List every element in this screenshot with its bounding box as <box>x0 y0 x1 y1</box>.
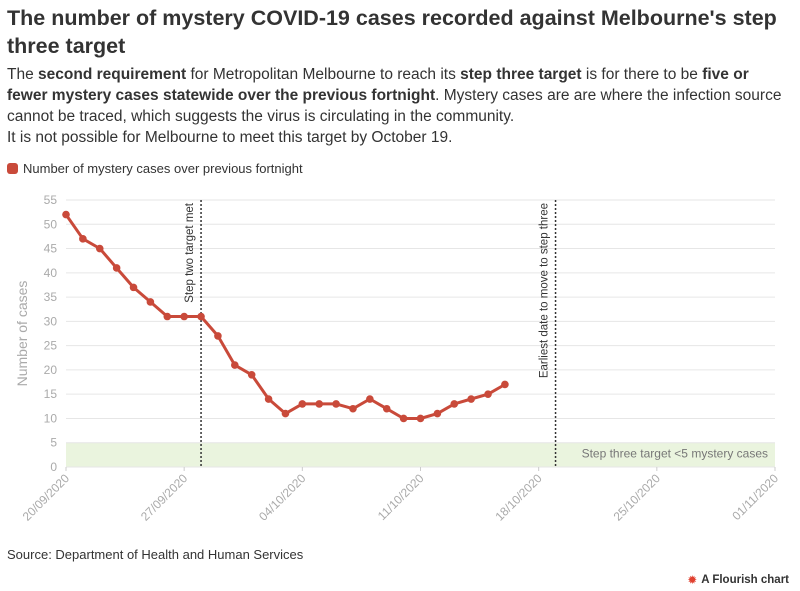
legend[interactable]: Number of mystery cases over previous fo… <box>7 161 303 176</box>
data-points[interactable] <box>62 210 509 423</box>
annotations: Step two target met Earliest date to move… <box>184 200 557 467</box>
chart-subtitle: The second requirement for Metropolitan … <box>7 64 792 148</box>
subtitle-bold-text: second requirement <box>38 66 187 83</box>
subtitle-text: for Metropolitan Melbourne to reach its <box>186 66 461 83</box>
data-point[interactable] <box>298 400 307 408</box>
subtitle-bold-text: five or fewer mystery cases statewide ov… <box>7 66 749 104</box>
x-tick-label: 27/09/2020 <box>138 471 191 524</box>
y-tick-label: 40 <box>44 266 58 280</box>
data-point[interactable] <box>231 361 239 369</box>
subtitle-bold-text: step three target <box>460 66 582 83</box>
data-point[interactable] <box>247 370 256 379</box>
flourish-label: A Flourish chart <box>701 574 789 586</box>
data-point[interactable] <box>433 409 442 418</box>
y-axis-label: Number of cases <box>14 281 30 387</box>
source-note: Source: Department of Health and Human S… <box>7 547 304 562</box>
series-line <box>64 213 506 420</box>
gridlines <box>66 199 775 468</box>
data-point[interactable] <box>467 395 475 403</box>
y-tick-label: 35 <box>44 290 58 304</box>
y-tick-label: 30 <box>44 314 58 328</box>
y-tick-label: 45 <box>44 242 58 256</box>
data-point[interactable] <box>146 298 155 306</box>
legend-label: Number of mystery cases over previous fo… <box>23 161 303 176</box>
data-point[interactable] <box>95 244 104 253</box>
subtitle-text: . Mystery cases are are where the infect… <box>7 87 782 125</box>
data-point[interactable] <box>163 312 172 321</box>
data-point[interactable] <box>79 235 87 243</box>
subtitle-note: It is not possible for Melbourne to meet… <box>7 129 453 146</box>
data-point[interactable] <box>366 395 374 403</box>
data-point[interactable] <box>332 400 340 408</box>
band-label: Step three target <5 mystery cases <box>582 447 768 461</box>
data-point[interactable] <box>349 404 357 413</box>
data-point[interactable] <box>501 380 509 389</box>
data-point[interactable] <box>399 414 408 423</box>
x-tick-label: 20/09/2020 <box>20 471 73 524</box>
data-point[interactable] <box>484 390 492 398</box>
data-point[interactable] <box>281 409 290 418</box>
target-band <box>66 442 775 467</box>
subtitle-text: is for there to be <box>581 66 703 83</box>
x-tick-label: 18/10/2020 <box>492 471 545 524</box>
data-point[interactable] <box>315 400 324 408</box>
data-point[interactable] <box>450 400 459 408</box>
annotation-label: Earliest date to move to step three <box>539 203 551 378</box>
flourish-branding[interactable]: ✹ A Flourish chart <box>687 573 789 587</box>
chart-title: The number of mystery COVID-19 cases rec… <box>7 6 777 58</box>
y-tick-label: 5 <box>50 436 57 450</box>
data-point[interactable] <box>112 264 121 272</box>
subtitle-paragraph: The second requirement for Metropolitan … <box>7 64 792 127</box>
data-point[interactable] <box>180 312 188 321</box>
legend-swatch <box>7 163 18 174</box>
y-axis-ticks: 0 5 10 15 20 25 30 35 40 45 50 55 <box>44 193 58 474</box>
x-tick-label: 11/10/2020 <box>375 471 427 523</box>
x-tick-label: 01/11/2020 <box>729 471 781 523</box>
y-tick-label: 25 <box>44 339 58 353</box>
data-point[interactable] <box>197 312 205 321</box>
x-axis-ticks: 20/09/2020 27/09/2020 04/10/2020 11/10/2020… <box>20 467 781 524</box>
flourish-icon: ✹ <box>687 573 698 587</box>
data-point[interactable] <box>129 283 138 292</box>
subtitle-text: The <box>7 66 39 83</box>
annotation-label: Step two target met <box>184 202 196 303</box>
y-tick-label: 15 <box>44 387 58 401</box>
data-point[interactable] <box>62 210 70 219</box>
y-tick-label: 20 <box>44 363 58 377</box>
data-point[interactable] <box>264 395 273 403</box>
data-point[interactable] <box>382 404 391 413</box>
y-tick-label: 10 <box>44 411 58 425</box>
y-tick-label: 55 <box>44 193 58 207</box>
x-tick-label: 04/10/2020 <box>256 471 309 524</box>
y-tick-label: 0 <box>50 460 57 474</box>
x-tick-label: 25/10/2020 <box>611 471 664 524</box>
data-point[interactable] <box>416 414 425 423</box>
y-tick-label: 50 <box>44 217 58 231</box>
data-point[interactable] <box>214 332 222 340</box>
